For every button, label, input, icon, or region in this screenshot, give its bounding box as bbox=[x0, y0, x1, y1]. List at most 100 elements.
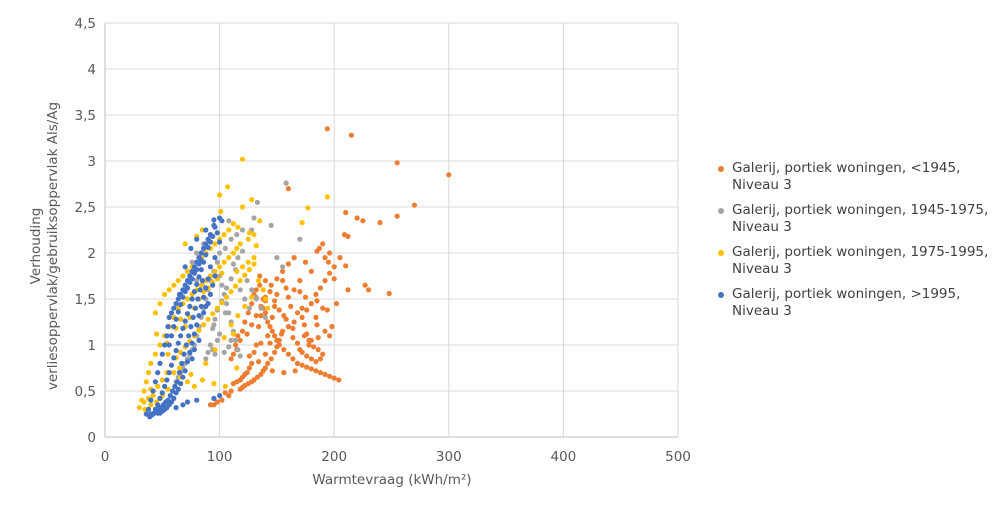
data-point bbox=[324, 307, 330, 313]
data-point bbox=[272, 333, 278, 339]
data-point bbox=[164, 377, 170, 383]
data-point bbox=[198, 250, 204, 256]
data-point bbox=[191, 347, 197, 353]
data-point bbox=[360, 218, 366, 224]
data-point bbox=[214, 259, 220, 265]
data-point bbox=[237, 353, 243, 359]
data-point bbox=[234, 245, 240, 251]
data-point bbox=[148, 397, 154, 403]
data-point bbox=[165, 324, 171, 330]
data-point bbox=[187, 303, 193, 309]
data-point bbox=[152, 310, 158, 316]
data-point bbox=[207, 402, 213, 408]
data-point bbox=[239, 264, 246, 270]
data-point bbox=[228, 289, 234, 295]
data-point bbox=[154, 331, 160, 337]
data-point bbox=[175, 340, 181, 346]
data-point bbox=[327, 333, 333, 339]
data-point bbox=[175, 278, 181, 284]
data-point bbox=[180, 294, 186, 300]
legend-item-1975-1995: Galerij, portiek woningen, 1975-1995, Ni… bbox=[712, 244, 997, 278]
data-point bbox=[166, 314, 172, 320]
data-point bbox=[237, 278, 243, 284]
data-point bbox=[171, 305, 177, 311]
data-point bbox=[212, 241, 218, 247]
data-point bbox=[221, 232, 227, 238]
data-point bbox=[187, 349, 193, 355]
data-point bbox=[228, 276, 234, 282]
data-point bbox=[166, 287, 172, 293]
data-point bbox=[203, 252, 209, 258]
data-point bbox=[242, 319, 248, 325]
data-point bbox=[228, 322, 234, 328]
data-point bbox=[191, 383, 197, 389]
data-point bbox=[299, 220, 305, 226]
data-point bbox=[311, 344, 317, 350]
data-point bbox=[211, 395, 217, 401]
data-point bbox=[268, 356, 274, 362]
data-point bbox=[274, 291, 280, 297]
data-point bbox=[258, 371, 264, 377]
data-point bbox=[235, 224, 241, 230]
data-point bbox=[155, 410, 161, 416]
data-point bbox=[308, 301, 314, 307]
data-point bbox=[221, 335, 227, 341]
y-tick-label: 3,5 bbox=[75, 108, 96, 124]
data-point bbox=[314, 248, 320, 254]
data-point bbox=[239, 328, 246, 334]
data-point bbox=[198, 282, 204, 288]
data-point bbox=[189, 259, 195, 265]
data-point bbox=[306, 342, 312, 348]
data-point bbox=[188, 324, 194, 330]
y-tick-label: 1 bbox=[87, 338, 96, 354]
data-point bbox=[194, 267, 200, 273]
data-point bbox=[226, 344, 232, 350]
data-point bbox=[198, 267, 204, 273]
data-point bbox=[320, 351, 326, 357]
data-point bbox=[291, 319, 297, 325]
data-point bbox=[222, 310, 228, 316]
grid-lines bbox=[104, 22, 679, 438]
data-point bbox=[189, 276, 195, 282]
data-point bbox=[336, 377, 342, 383]
data-point bbox=[145, 406, 152, 412]
data-point bbox=[217, 192, 223, 198]
data-point bbox=[194, 281, 200, 287]
data-point bbox=[265, 305, 271, 311]
data-point bbox=[203, 285, 209, 291]
data-point bbox=[327, 270, 333, 276]
data-point bbox=[162, 342, 168, 348]
data-point bbox=[280, 278, 286, 284]
data-point bbox=[249, 301, 255, 307]
x-tick-label: 200 bbox=[321, 449, 347, 465]
data-point bbox=[183, 342, 189, 348]
data-point bbox=[219, 282, 225, 288]
data-point bbox=[257, 218, 263, 224]
legend-label: Galerij, portiek woningen, 1975-1995, Ni… bbox=[732, 244, 989, 277]
data-point bbox=[226, 218, 232, 224]
data-point bbox=[180, 325, 186, 331]
data-point bbox=[288, 303, 294, 309]
data-point bbox=[198, 257, 204, 263]
data-point bbox=[299, 305, 305, 311]
data-point bbox=[152, 379, 158, 385]
data-point bbox=[212, 268, 218, 274]
data-point bbox=[283, 285, 289, 291]
data-point bbox=[394, 160, 400, 166]
data-point bbox=[251, 261, 257, 267]
legend-item-pre-1945: Galerij, portiek woningen, <1945, Niveau… bbox=[712, 160, 997, 194]
data-point bbox=[221, 259, 227, 265]
data-point bbox=[230, 381, 236, 387]
data-point bbox=[269, 368, 275, 374]
data-point bbox=[194, 236, 200, 242]
data-point bbox=[214, 337, 220, 343]
data-point bbox=[203, 303, 209, 309]
data-point bbox=[276, 307, 282, 313]
data-point bbox=[308, 356, 314, 362]
data-point bbox=[176, 370, 183, 376]
legend-item-post-1995: Galerij, portiek woningen, >1995, Niveau… bbox=[712, 286, 997, 320]
data-point bbox=[315, 335, 321, 341]
y-axis-title-line-1: Verhouding bbox=[28, 208, 44, 285]
data-point bbox=[411, 202, 417, 208]
data-point bbox=[226, 393, 232, 399]
